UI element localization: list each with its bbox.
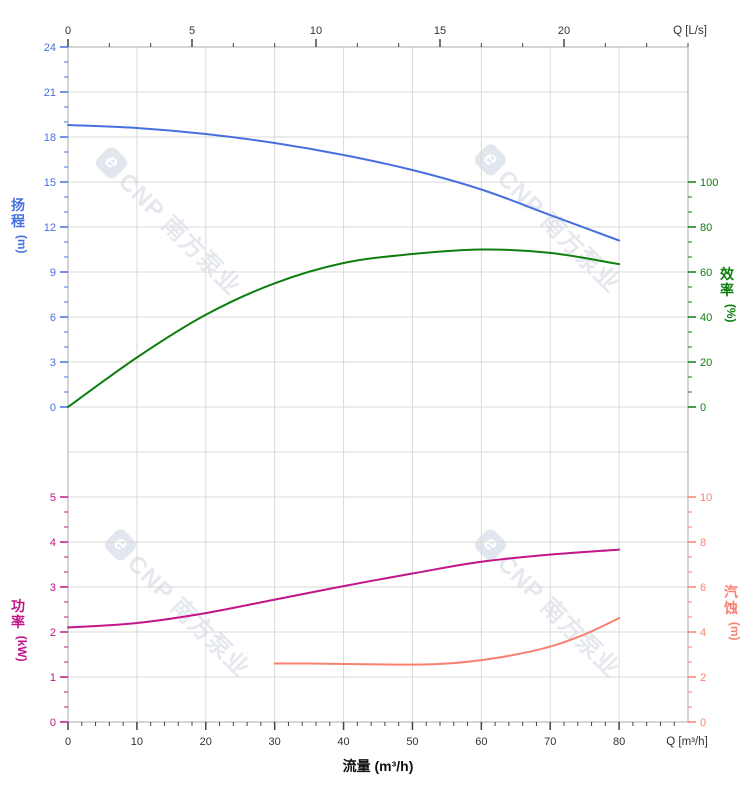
- npsh-axis-title-char: 蚀: [723, 600, 738, 616]
- power-axis-unit: (kW): [15, 636, 29, 662]
- power-tick-label: 2: [50, 627, 56, 639]
- power-tick-label: 5: [50, 492, 56, 504]
- bottom-axis-tick-label: 0: [65, 736, 71, 748]
- head-curve: [67, 124, 621, 242]
- eff-axis-title-char: 效: [720, 266, 735, 282]
- eff-tick-label: 80: [700, 222, 712, 234]
- plot-border: [67, 46, 689, 723]
- head-tick-label: 9: [50, 267, 56, 279]
- eff-tick-label: 60: [700, 267, 712, 279]
- bottom-axis-tick-label: 40: [337, 736, 349, 748]
- power-tick-label: 3: [50, 582, 56, 594]
- head-tick-label: 21: [44, 87, 56, 99]
- eff-tick-label: 20: [700, 357, 712, 369]
- axis-power: 0 1 2 3 4 5 功率 (kW): [11, 492, 68, 729]
- eff-axis-title-char: 率: [720, 282, 734, 298]
- power-curve: [67, 548, 621, 629]
- axis-eff: 0 20 40 60 80 100 效率 (%): [688, 177, 738, 414]
- head-tick-label: 6: [50, 312, 56, 324]
- npsh-tick-label: 10: [700, 492, 712, 504]
- bottom-axis-tick-label: 30: [269, 736, 281, 748]
- npsh-tick-label: 2: [700, 672, 706, 684]
- power-tick-label: 1: [50, 672, 56, 684]
- head-tick-label: 12: [44, 222, 56, 234]
- npsh-curve: [273, 617, 621, 666]
- eff-tick-label: 0: [700, 402, 706, 414]
- npsh-tick-label: 8: [700, 537, 706, 549]
- top-axis-tick-label: 0: [65, 25, 71, 37]
- npsh-tick-label: 6: [700, 582, 706, 594]
- npsh-tick-label: 0: [700, 717, 706, 729]
- x-axis-title: 流量 (m³/h): [343, 758, 414, 774]
- power-axis-title-char: 功: [11, 598, 25, 614]
- bottom-axis-tick-label: 60: [475, 736, 487, 748]
- top-axis-tick-label: 15: [434, 25, 446, 37]
- axis-npsh: 0 2 4 6 8 10 汽蚀 (m): [688, 492, 742, 729]
- axis-top-flow-ls: 0 5 10 15 20 Q [L/s]: [65, 25, 707, 47]
- npsh-axis-title-char: 汽: [724, 584, 738, 600]
- power-tick-label: 0: [50, 717, 56, 729]
- bottom-axis-unit-label: Q [m³/h]: [666, 736, 708, 748]
- top-axis-tick-label: 10: [310, 25, 322, 37]
- efficiency-curve: [67, 248, 621, 408]
- head-tick-label: 24: [44, 42, 56, 54]
- bottom-axis-tick-label: 80: [613, 736, 625, 748]
- eff-tick-label: 100: [700, 177, 718, 189]
- bottom-axis-tick-label: 10: [131, 736, 143, 748]
- power-tick-label: 4: [50, 537, 56, 549]
- axis-bottom-flow-m3h: 0 10 20 30 40 50 60 70 80 Q [m³/h] 流量 (m³/h): [65, 722, 708, 774]
- eff-axis-unit: (%): [724, 304, 738, 323]
- bottom-axis-tick-label: 50: [406, 736, 418, 748]
- axis-head: 0 3 6 9 12 15 18 21 24 扬程 (m): [11, 42, 68, 414]
- eff-tick-label: 40: [700, 312, 712, 324]
- power-axis-title-char: 率: [11, 614, 25, 630]
- top-axis-unit-label: Q [L/s]: [673, 25, 707, 37]
- head-tick-label: 3: [50, 357, 56, 369]
- head-tick-label: 18: [44, 132, 56, 144]
- head-axis-unit: (m): [15, 235, 29, 254]
- top-axis-tick-label: 5: [189, 25, 195, 37]
- bottom-axis-tick-label: 70: [544, 736, 556, 748]
- grid-lines: [67, 46, 689, 723]
- npsh-tick-label: 4: [700, 627, 706, 639]
- npsh-axis-unit: (m): [728, 622, 742, 641]
- head-tick-label: 0: [50, 402, 56, 414]
- bottom-axis-tick-label: 20: [200, 736, 212, 748]
- head-axis-title-char: 程: [11, 213, 25, 229]
- top-axis-tick-label: 20: [558, 25, 570, 37]
- head-axis-title-char: 扬: [11, 197, 25, 213]
- head-tick-label: 15: [44, 177, 56, 189]
